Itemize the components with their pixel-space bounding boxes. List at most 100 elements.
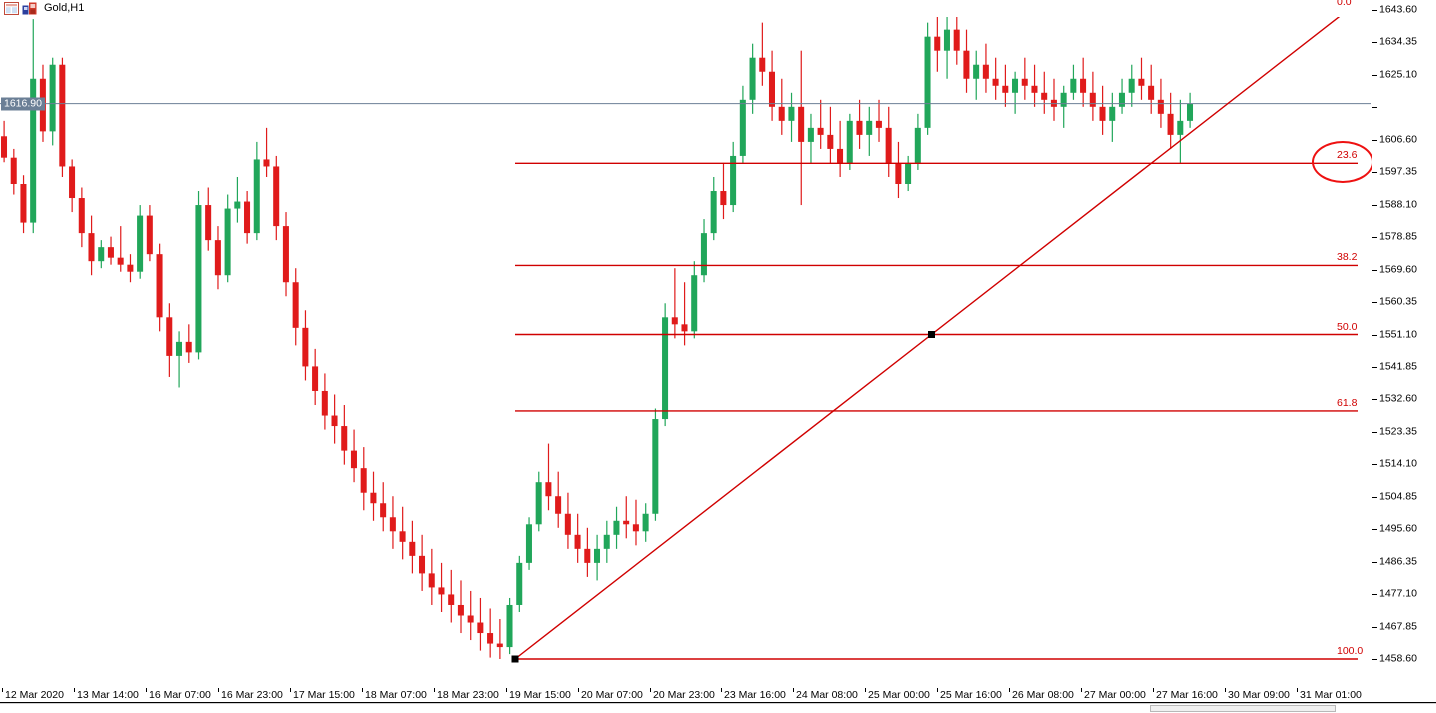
candle-body [10, 157, 17, 184]
candle-body [934, 36, 941, 51]
candle-wick [120, 226, 122, 272]
time-scale[interactable]: 12 Mar 2020 13 Mar 14:00 16 Mar 07:00 16 Ma… [0, 688, 1436, 703]
candle-body [1177, 120, 1184, 135]
fibonacci-level-label: 0.0 [1337, 0, 1352, 8]
candle-body [399, 531, 406, 542]
candle-body [1070, 78, 1077, 93]
candle-body [477, 622, 484, 634]
time-tick [146, 688, 147, 692]
candle-wick [674, 268, 676, 339]
time-tick [218, 688, 219, 692]
time-tick-label: 17 Mar 15:00 [293, 689, 355, 701]
candle-body [982, 64, 989, 79]
time-tick [434, 688, 435, 692]
price-tick [1372, 42, 1377, 44]
candle-body [321, 390, 328, 416]
candle-body [739, 99, 746, 156]
symbol-timeframe-label: Gold,H1 [44, 2, 85, 14]
price-tick-label: 1597.35 [1379, 165, 1417, 178]
candle-body [292, 282, 299, 328]
candle-body [389, 517, 396, 532]
candle-body [59, 64, 66, 167]
highlight-ellipse-annotation [1312, 141, 1374, 184]
price-tick [1372, 107, 1377, 109]
candle-body [759, 57, 766, 72]
time-tick [865, 688, 866, 692]
candle-body [768, 71, 775, 107]
candle-body [331, 415, 338, 427]
fibonacci-level-label: 100.0 [1337, 645, 1364, 657]
candle-body [895, 162, 902, 184]
candle-body [438, 587, 445, 595]
save-chart-icon[interactable] [22, 2, 37, 15]
candle-body [49, 64, 56, 132]
time-tick [2, 688, 3, 692]
candle-body [1002, 85, 1009, 93]
scrollbar-thumb[interactable] [1150, 705, 1336, 712]
chart-plot-area[interactable] [0, 17, 1372, 688]
price-tick [1372, 334, 1377, 336]
candle-body [827, 134, 834, 149]
candle-body [681, 324, 688, 332]
price-tick-label: 1634.35 [1379, 35, 1417, 48]
candle-body [195, 205, 202, 353]
price-tick-label: 1477.10 [1379, 587, 1417, 600]
candle-body [943, 29, 950, 51]
candle-body [1099, 106, 1106, 121]
price-tick [1372, 529, 1377, 531]
candle-body [720, 191, 727, 206]
candle-body [710, 191, 717, 234]
candle-body [623, 520, 630, 525]
candle-body [30, 78, 37, 223]
candle-body [914, 127, 921, 163]
price-tick [1372, 626, 1377, 628]
candle-body [545, 482, 552, 497]
candle-body [380, 503, 387, 518]
price-tick-label: 1625.10 [1379, 68, 1417, 81]
candle-body [788, 106, 795, 121]
candle-body [603, 534, 610, 549]
candle-body [137, 215, 144, 272]
price-tick-label: 1541.85 [1379, 360, 1417, 373]
price-tick [1372, 464, 1377, 466]
time-tick [362, 688, 363, 692]
trendline-anchor-handle[interactable] [928, 331, 935, 338]
candle-body [419, 555, 426, 574]
time-tick-label: 27 Mar 16:00 [1156, 689, 1218, 701]
candle-body [613, 520, 620, 535]
price-tick-label: 1578.85 [1379, 230, 1417, 243]
candle-body [370, 492, 377, 504]
candle-body [1128, 78, 1135, 93]
fibonacci-level-label: 61.8 [1337, 396, 1358, 409]
candle-body [117, 257, 124, 265]
price-tick-label: 1551.10 [1379, 328, 1417, 340]
candle-body [360, 468, 367, 493]
time-tick [506, 688, 507, 692]
candle-body [992, 78, 999, 86]
candle-body [448, 594, 455, 605]
price-tick-label: 1532.60 [1379, 392, 1417, 405]
candle-body [20, 184, 27, 223]
candle-body [496, 643, 503, 648]
time-tick [937, 688, 938, 692]
price-tick [1372, 302, 1377, 304]
candle-body [98, 247, 105, 262]
time-tick [1081, 688, 1082, 692]
candle-body [205, 205, 212, 241]
candle-body [273, 166, 280, 227]
time-tick-label: 18 Mar 23:00 [437, 689, 499, 701]
candle-body [341, 426, 348, 451]
time-tick [578, 688, 579, 692]
price-scale[interactable]: 1643.60 1634.35 1625.10 1606.60 1597.35 1588.… [1372, 4, 1436, 688]
time-tick [1153, 688, 1154, 692]
candle-body [234, 201, 241, 209]
trendline-anchor-handle[interactable] [511, 655, 519, 663]
candle-wick [722, 162, 725, 220]
fibonacci-level-label: 50.0 [1337, 320, 1358, 333]
price-tick [1372, 399, 1377, 401]
candle-body [574, 534, 581, 549]
candle-body [350, 450, 357, 469]
candle-body [662, 317, 669, 420]
candle-body [535, 482, 542, 525]
candle-body [885, 127, 892, 163]
